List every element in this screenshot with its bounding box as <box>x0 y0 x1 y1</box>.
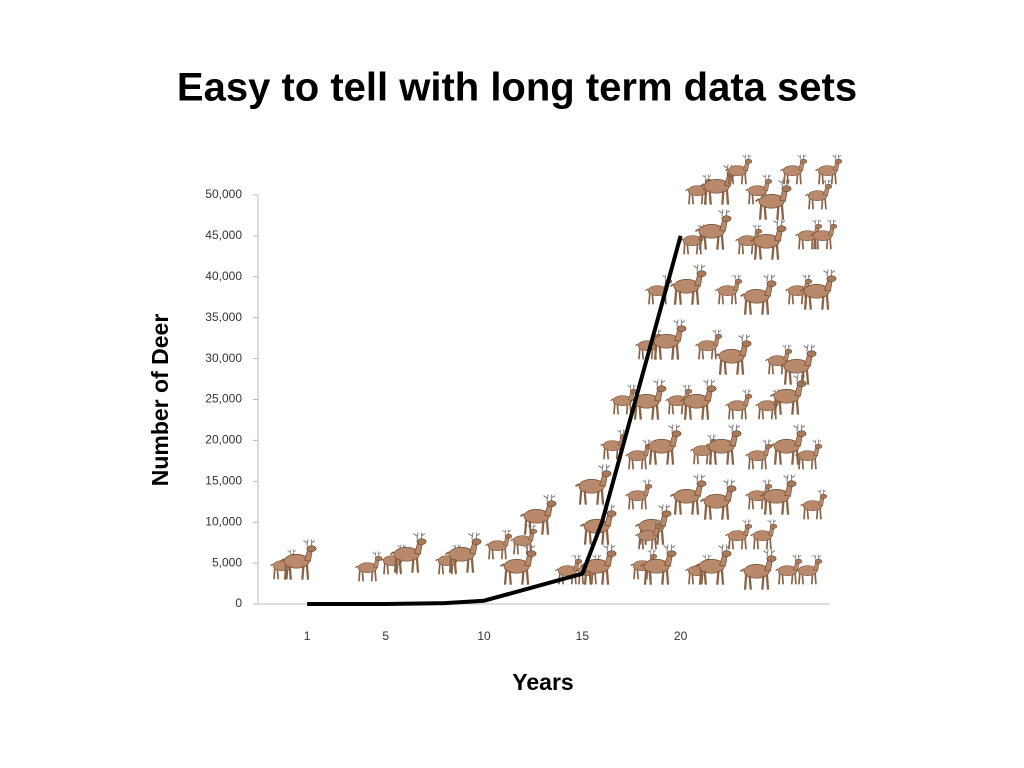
deer-icon <box>519 493 558 536</box>
deer-icon <box>704 423 743 466</box>
x-axis-label: Years <box>512 669 573 695</box>
deer-icon <box>279 538 318 581</box>
x-tick-label: 5 <box>382 629 389 643</box>
x-tick-label: 10 <box>477 629 491 643</box>
deer-icon <box>724 153 753 186</box>
y-tick-label: 40,000 <box>205 269 242 283</box>
deer-icon <box>739 548 778 591</box>
deer-icon <box>769 373 808 416</box>
deer-icon <box>694 543 733 586</box>
y-tick-label: 10,000 <box>205 514 242 528</box>
deer-icon <box>669 473 708 516</box>
y-tick-label: 0 <box>235 596 242 610</box>
y-tick-label: 45,000 <box>205 228 242 242</box>
x-tick-label: 15 <box>576 629 590 643</box>
deer-icon <box>574 463 613 506</box>
deer-icon <box>779 153 808 186</box>
y-tick-label: 50,000 <box>205 187 242 201</box>
deer-icon <box>739 273 778 316</box>
y-tick-label: 20,000 <box>205 433 242 447</box>
deer-icon <box>714 273 743 306</box>
y-tick-label: 35,000 <box>205 310 242 324</box>
deer-icon <box>724 388 753 421</box>
deer-icon <box>354 550 383 583</box>
x-tick-label: 1 <box>304 629 311 643</box>
x-tick-label: 20 <box>674 629 688 643</box>
deer-illustrations <box>269 153 843 591</box>
deer-icon <box>799 488 828 521</box>
deer-icon <box>724 518 753 551</box>
deer-icon <box>639 543 678 586</box>
deer-icon <box>579 503 618 546</box>
deer-icon <box>809 218 838 251</box>
deer-icon <box>389 531 428 574</box>
y-tick-label: 25,000 <box>205 392 242 406</box>
y-tick-label: 5,000 <box>212 555 242 569</box>
deer-icon <box>749 518 778 551</box>
deer-icon <box>484 528 513 561</box>
deer-icon <box>624 478 653 511</box>
y-tick-label: 15,000 <box>205 473 242 487</box>
deer-icon <box>744 438 773 471</box>
deer-icon <box>444 531 483 574</box>
deer-icon <box>714 333 753 376</box>
deer-icon <box>754 178 793 221</box>
deer-icon <box>694 208 733 251</box>
deer-icon <box>644 423 683 466</box>
data-line <box>307 235 683 606</box>
y-tick-label: 30,000 <box>205 351 242 365</box>
deer-icon <box>509 523 538 556</box>
y-axis-label: Number of Deer <box>147 314 173 487</box>
chart-title: Easy to tell with long term data sets <box>177 66 857 110</box>
deer-icon <box>669 263 708 306</box>
